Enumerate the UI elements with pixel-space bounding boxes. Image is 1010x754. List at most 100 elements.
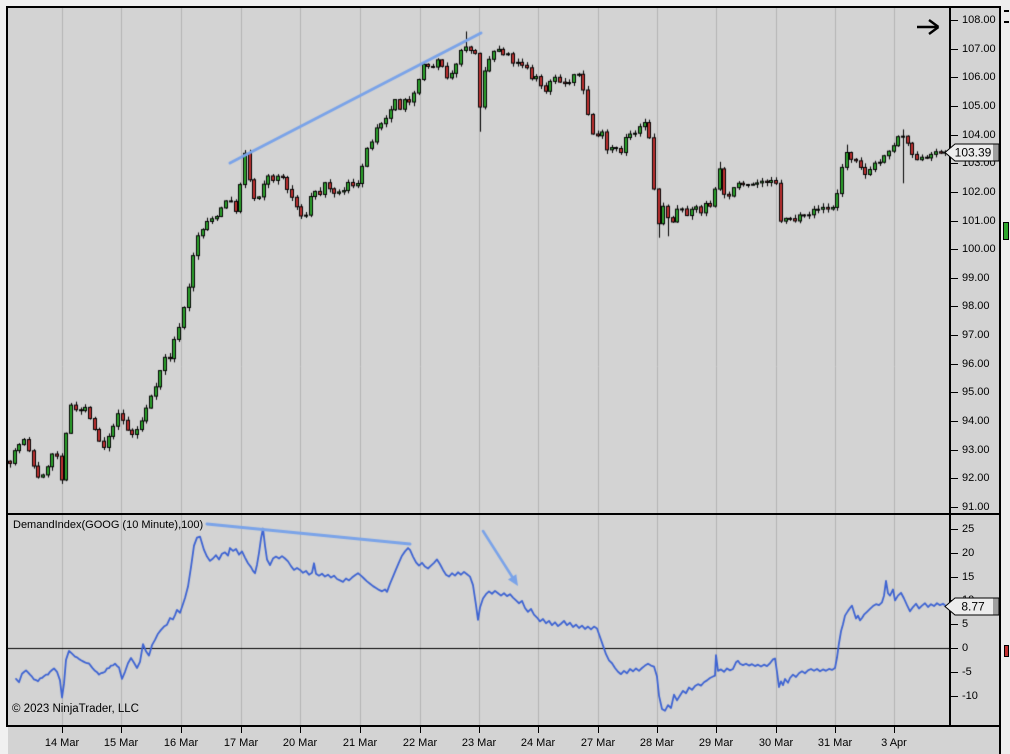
indicator-label: DemandIndex(GOOG (10 Minute),100) <box>13 519 204 531</box>
time-tick-mark <box>241 727 242 733</box>
axis-tick-label: 95.00 <box>962 386 990 398</box>
time-tick-label: 31 Mar <box>817 737 853 749</box>
axis-tick-label: -5 <box>962 666 972 678</box>
copyright-text: © 2023 NinjaTrader, LLC <box>12 703 139 715</box>
axis-tick-mark <box>951 77 958 78</box>
panel-separator[interactable] <box>8 513 1001 515</box>
axis-tick-label: 98.00 <box>962 300 990 312</box>
axis-tick-mark <box>951 507 958 508</box>
time-tick-label: 16 Mar <box>163 737 199 749</box>
time-tick-label: 17 Mar <box>223 737 259 749</box>
axis-tick-label: 94.00 <box>962 415 990 427</box>
axis-tick-mark <box>951 135 958 136</box>
indicator-value-tag: 8.77 <box>944 597 1000 616</box>
axis-tick-label: 96.00 <box>962 358 990 370</box>
adjacent-chart-fragment <box>1004 645 1009 657</box>
chart-border-bottom <box>6 725 1001 727</box>
axis-tick-mark <box>951 450 958 451</box>
time-tick-label: 15 Mar <box>103 737 139 749</box>
axis-tick-label: 97.00 <box>962 329 990 341</box>
time-tick-mark <box>835 727 836 733</box>
time-tick-mark <box>716 727 717 733</box>
axis-tick-mark <box>951 221 958 222</box>
time-tick-label: 22 Mar <box>402 737 438 749</box>
axis-tick-mark <box>951 529 958 530</box>
time-tick-label: 24 Mar <box>520 737 556 749</box>
axis-tick-mark <box>951 249 958 250</box>
time-tick-label: 23 Mar <box>461 737 497 749</box>
time-tick-mark <box>420 727 421 733</box>
axis-tick-label: 99.00 <box>962 272 990 284</box>
time-tick-label: 30 Mar <box>758 737 794 749</box>
axis-tick-label: 15 <box>962 571 975 583</box>
axis-tick-label: 104.00 <box>962 129 996 141</box>
price-axis-border <box>949 6 951 727</box>
time-tick-label: 14 Mar <box>44 737 80 749</box>
axis-tick-mark <box>951 20 958 21</box>
svg-text:103.39: 103.39 <box>955 146 992 160</box>
time-tick-mark <box>181 727 182 733</box>
axis-tick-label: 0 <box>962 642 969 654</box>
chart-border-left <box>6 6 8 727</box>
axis-tick-label: 91.00 <box>962 501 990 513</box>
window-right-border <box>999 6 1001 754</box>
axis-tick-mark <box>951 696 958 697</box>
axis-tick-label: 25 <box>962 523 975 535</box>
adjacent-chart-fragment <box>1004 21 1009 23</box>
axis-tick-label: 107.00 <box>962 43 996 55</box>
chart-canvas[interactable] <box>8 8 949 725</box>
adjacent-window-sliver <box>1001 0 1010 754</box>
time-tick-label: 29 Mar <box>698 737 734 749</box>
time-tick-label: 21 Mar <box>342 737 378 749</box>
time-tick-label: 27 Mar <box>580 737 616 749</box>
axis-tick-mark <box>951 106 958 107</box>
last-price-tag: 103.39 <box>944 143 1000 162</box>
axis-tick-label: 92.00 <box>962 472 990 484</box>
axis-tick-label: 105.00 <box>962 100 996 112</box>
axis-tick-mark <box>951 421 958 422</box>
axis-tick-label: 100.00 <box>962 243 996 255</box>
axis-tick-label: -10 <box>962 690 978 702</box>
time-axis[interactable] <box>8 727 999 754</box>
time-tick-mark <box>598 727 599 733</box>
axis-tick-mark <box>951 648 958 649</box>
axis-tick-label: 5 <box>962 618 969 630</box>
axis-tick-mark <box>951 672 958 673</box>
time-tick-label: 3 Apr <box>881 737 907 749</box>
axis-tick-mark <box>951 306 958 307</box>
axis-tick-mark <box>951 553 958 554</box>
axis-tick-mark <box>951 49 958 50</box>
axis-tick-mark <box>951 624 958 625</box>
time-tick-mark <box>360 727 361 733</box>
axis-tick-label: 102.00 <box>962 186 996 198</box>
axis-tick-label: 20 <box>962 547 975 559</box>
time-tick-mark <box>657 727 658 733</box>
axis-tick-mark <box>951 577 958 578</box>
time-tick-mark <box>300 727 301 733</box>
axis-tick-mark <box>951 163 958 164</box>
time-tick-mark <box>62 727 63 733</box>
time-tick-mark <box>479 727 480 733</box>
time-tick-label: 20 Mar <box>282 737 318 749</box>
axis-tick-label: 101.00 <box>962 215 996 227</box>
axis-tick-mark <box>951 335 958 336</box>
axis-tick-mark <box>951 192 958 193</box>
svg-text:8.77: 8.77 <box>961 600 985 614</box>
time-tick-mark <box>538 727 539 733</box>
adjacent-chart-fragment <box>1003 222 1009 240</box>
time-tick-mark <box>894 727 895 733</box>
axis-tick-label: 106.00 <box>962 71 996 83</box>
time-tick-label: 28 Mar <box>639 737 675 749</box>
axis-tick-label: 108.00 <box>962 14 996 26</box>
axis-tick-mark <box>951 364 958 365</box>
go-to-latest-bar-arrow-icon[interactable] <box>916 17 942 37</box>
axis-tick-mark <box>951 392 958 393</box>
axis-tick-label: 93.00 <box>962 444 990 456</box>
chart-border-top <box>6 6 1001 8</box>
axis-tick-mark <box>951 278 958 279</box>
time-tick-mark <box>121 727 122 733</box>
time-tick-mark <box>776 727 777 733</box>
axis-tick-mark <box>951 478 958 479</box>
adjacent-chart-fragment <box>1004 10 1009 12</box>
